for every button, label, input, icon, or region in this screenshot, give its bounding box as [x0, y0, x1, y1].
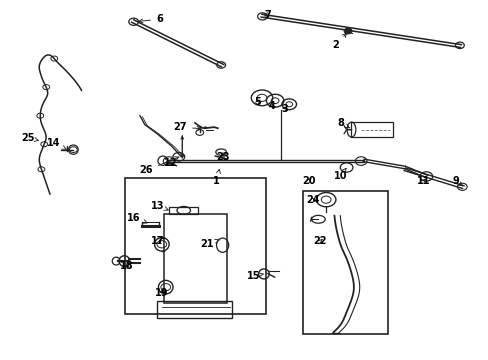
Text: 18: 18: [120, 261, 133, 271]
Circle shape: [344, 28, 351, 34]
Bar: [164, 214, 227, 303]
Text: 3: 3: [281, 104, 287, 114]
Text: 17: 17: [151, 237, 164, 247]
Text: 21: 21: [200, 239, 219, 249]
Text: 5: 5: [254, 97, 261, 107]
Text: 19: 19: [155, 288, 168, 298]
Text: 10: 10: [333, 168, 346, 181]
Text: 27: 27: [173, 122, 201, 132]
Text: 15: 15: [246, 271, 263, 281]
Text: 12: 12: [163, 158, 177, 168]
Bar: [351, 122, 392, 137]
Bar: [125, 178, 266, 314]
Text: 26: 26: [139, 157, 179, 175]
Bar: [302, 191, 387, 334]
Text: 4: 4: [268, 102, 275, 111]
Text: 20: 20: [301, 176, 315, 186]
Text: 16: 16: [126, 212, 147, 223]
Text: 9: 9: [452, 176, 462, 186]
Text: 1: 1: [213, 170, 220, 186]
Text: 8: 8: [337, 118, 349, 128]
Text: 14: 14: [47, 138, 66, 149]
Text: 6: 6: [139, 14, 163, 24]
Text: 25: 25: [21, 133, 38, 143]
Text: 11: 11: [416, 176, 429, 186]
Text: 13: 13: [151, 201, 168, 211]
Text: 24: 24: [305, 195, 319, 205]
Text: 22: 22: [312, 237, 326, 247]
Text: 23: 23: [215, 153, 229, 162]
Text: 2: 2: [332, 33, 346, 50]
Text: 7: 7: [264, 10, 271, 19]
Bar: [169, 207, 198, 214]
Bar: [157, 301, 232, 318]
